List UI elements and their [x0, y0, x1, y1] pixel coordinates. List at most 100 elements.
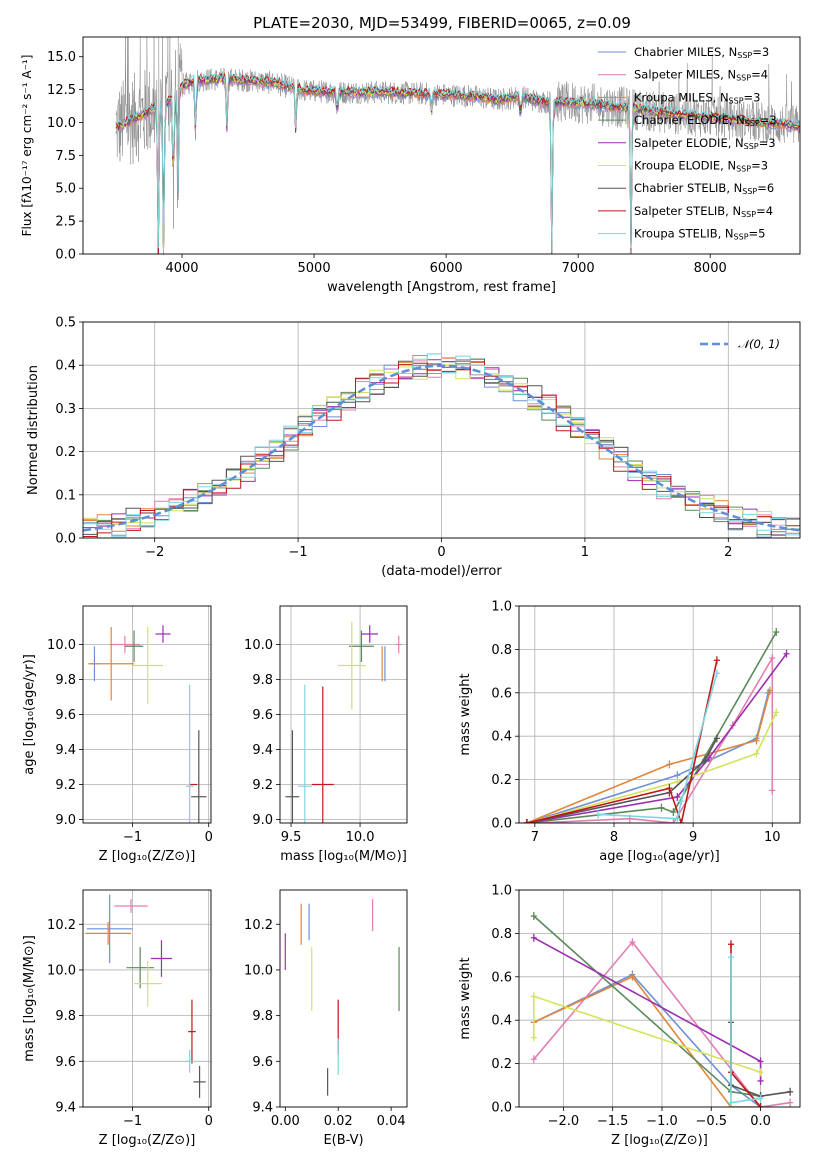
series-point: [713, 669, 720, 678]
series-point: [727, 1098, 734, 1107]
legend-sub: SSP: [741, 210, 756, 219]
legend-entry: Chabrier ELODIE, NSSP=3: [634, 113, 777, 128]
series-line: [598, 673, 718, 820]
legend-sub: SSP: [744, 142, 759, 151]
series-point: [757, 1094, 764, 1103]
y-tick-label: 0.0: [55, 248, 76, 263]
series-point: [629, 972, 636, 981]
series-line: [526, 631, 777, 823]
series-point: [523, 819, 530, 823]
series-point: [666, 784, 673, 793]
x-tick-label: −0.5: [695, 1114, 727, 1129]
age_vs_Z-plot: [88, 625, 207, 823]
y-tick-label: 1.0: [491, 884, 512, 899]
series-point: [727, 953, 734, 962]
y-tick-label: 9.2: [252, 778, 273, 793]
legend-suffix: =3: [752, 45, 769, 59]
legend-label: Salpeter MILES, N: [634, 68, 736, 82]
legend-label: Kroupa ELODIE, N: [634, 159, 736, 173]
y-tick-label: 9.6: [252, 1055, 273, 1070]
y-tick-label: 0.0: [491, 1101, 512, 1116]
y-tick-label: 9.4: [252, 1101, 273, 1116]
y-tick-label: 9.4: [252, 743, 273, 758]
x-tick-label: 0.02: [324, 1114, 353, 1129]
legend-entry: Kroupa ELODIE, NSSP=3: [634, 159, 768, 174]
x-axis-label: wavelength [Angstrom, rest frame]: [327, 280, 556, 295]
legend-sub: SSP: [736, 74, 751, 83]
legend-suffix: =5: [749, 227, 766, 241]
x-tick-label: 0: [205, 1114, 213, 1129]
y-tick-label: 0.4: [491, 730, 512, 745]
y-tick-label: 0.2: [491, 1057, 512, 1072]
x-tick-label: −1: [123, 830, 142, 845]
series-line: [526, 660, 718, 823]
series-point: [530, 933, 537, 942]
series-line: [730, 944, 762, 1107]
legend-suffix: =3: [751, 159, 768, 173]
y-tick-label: 0.4: [55, 359, 76, 374]
series-point: [670, 819, 677, 823]
series-line: [526, 711, 778, 823]
series-point: [757, 1103, 764, 1107]
series-line: [526, 692, 770, 823]
legend-label: Chabrier STELIB, N: [634, 181, 742, 195]
x-tick-label: 0.0: [750, 1114, 771, 1129]
y-tick-label: 0.1: [55, 488, 76, 503]
x-tick-label: −1: [289, 545, 308, 560]
mw_vs_age-axes: 7 8 9 10 0.0 0.2 0.4 0.6 0.8 1.0 age [log₁₀(age/yr…: [458, 600, 800, 864]
series-point: [674, 814, 681, 823]
y-tick-label: 0.8: [491, 927, 512, 942]
legend-label: Salpeter STELIB, N: [634, 204, 741, 218]
legend-label: Kroupa MILES, N: [634, 90, 729, 104]
spectrum-plot: [115, 37, 800, 254]
legend-suffix: =4: [756, 204, 773, 218]
model-line: [115, 71, 800, 254]
y-axis-label: Normed distribution: [26, 365, 41, 495]
age_vs_Z-axes: −1 0 9.0 9.2 9.4 9.6 9.8 10.0 Z [log₁₀(Z/Z⊙)] age…: [22, 606, 213, 864]
y-tick-label: 0.0: [491, 817, 512, 832]
legend-entry: Salpeter STELIB, NSSP=4: [634, 204, 773, 219]
series-line: [730, 957, 761, 1104]
legend-label: Chabrier ELODIE, N: [634, 113, 745, 127]
legend-entry: Salpeter MILES, NSSP=4: [634, 68, 768, 83]
mass_vs_Z-frame: [82, 889, 212, 1108]
legend-suffix: =6: [757, 181, 774, 195]
legend-sub: SSP: [742, 187, 757, 196]
series-line: [533, 940, 791, 1107]
histogram-step: [83, 353, 800, 538]
x-axis-label: Z [log₁₀(Z/Z⊙)]: [99, 849, 196, 864]
y-tick-label: 9.6: [55, 708, 76, 723]
x-axis-label: (data-model)/error: [381, 564, 502, 579]
y-tick-label: 1.0: [491, 600, 512, 615]
y-tick-label: 0.2: [55, 445, 76, 460]
spectrum-frame: [82, 36, 801, 255]
legend-sub: SSP: [734, 233, 749, 242]
y-axis-label: mass [log₁₀(M/M⊙)]: [22, 935, 37, 1062]
x-axis-label: E(B-V): [323, 1133, 363, 1148]
x-axis-label: mass [log₁₀(M/M⊙)]: [280, 849, 407, 864]
y-tick-label: 10.0: [47, 638, 76, 653]
mw_vs_Z-axes: −2.0 −1.5 −1.0 −0.5 0.0 0.0 0.2 0.4 0.6 0.8 1.0 Z […: [458, 884, 800, 1148]
series-point: [666, 760, 673, 769]
series-point: [773, 628, 780, 637]
mw_vs_age-frame: [518, 605, 801, 824]
y-tick-label: 12.5: [47, 83, 76, 98]
series-point: [757, 1068, 764, 1077]
y-tick-label: 0.0: [55, 532, 76, 547]
mass_vs_Z-plot: [85, 894, 206, 1098]
age_vs_mass-axes: 9.5 10.0 9.0 9.2 9.4 9.6 9.8 10.0 mass [log₁₀(M/…: [244, 606, 407, 864]
x-tick-label: −1: [123, 1114, 142, 1129]
legend-entry: Kroupa MILES, NSSP=3: [634, 90, 760, 105]
series-point: [757, 1076, 764, 1085]
series-point: [713, 734, 720, 743]
series-point: [658, 803, 665, 812]
y-tick-label: 7.5: [55, 149, 76, 164]
x-tick-label: −2.0: [548, 1114, 580, 1129]
series-point: [713, 656, 720, 665]
x-tick-label: 2: [724, 545, 732, 560]
y-tick-label: 9.2: [55, 778, 76, 793]
x-tick-label: 4000: [165, 261, 198, 276]
